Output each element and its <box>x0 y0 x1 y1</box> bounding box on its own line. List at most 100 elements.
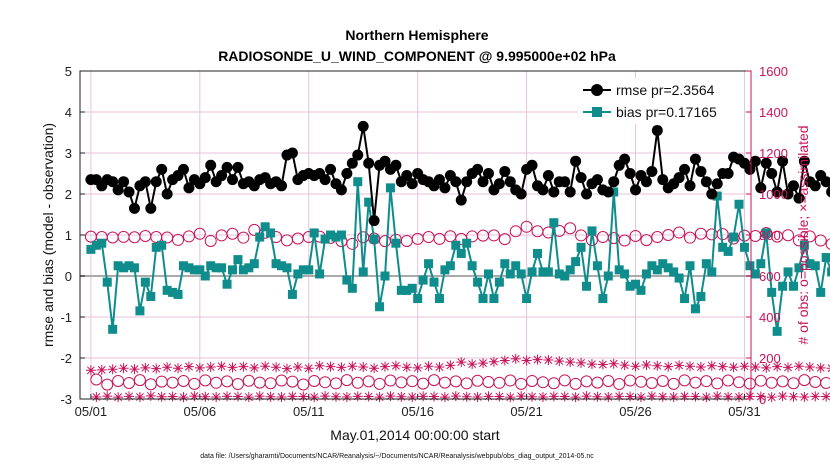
assimilated-obs-point <box>783 362 794 373</box>
possible-obs-point <box>172 233 185 246</box>
possible-obs-point <box>547 377 560 390</box>
rmse-point <box>679 163 691 175</box>
possible-obs-point <box>700 375 713 388</box>
assimilated-obs-point <box>124 391 135 402</box>
bias-point <box>211 263 221 273</box>
bias-point <box>108 324 118 334</box>
possible-obs-point <box>226 227 239 240</box>
possible-obs-point <box>128 231 141 244</box>
possible-obs-point <box>400 234 413 247</box>
assimilated-obs-point <box>320 391 331 402</box>
bias-point <box>500 259 510 269</box>
bias-point <box>690 304 700 314</box>
possible-obs-point <box>749 230 762 243</box>
chart-subtitle: RADIOSONDE_U_WIND_COMPONENT @ 9.995000e+… <box>218 48 616 64</box>
assimilated-obs-point <box>706 360 717 371</box>
assimilated-obs-point <box>608 358 619 369</box>
bias-point <box>326 230 336 240</box>
rmse-point <box>722 168 734 179</box>
possible-obs-point <box>329 377 342 390</box>
possible-obs-point <box>193 227 206 240</box>
assimilated-obs-point <box>483 391 494 402</box>
possible-obs-point <box>580 375 593 388</box>
bias-point <box>794 263 804 273</box>
assimilated-obs-point <box>592 391 603 402</box>
possible-obs-point <box>417 377 430 390</box>
assimilated-obs-point <box>804 362 815 373</box>
possible-obs-point <box>362 375 375 388</box>
bias-point <box>614 265 624 275</box>
possible-obs-point <box>433 232 446 245</box>
y-tick-label-left: 5 <box>65 64 72 79</box>
assimilated-obs-point <box>461 391 472 402</box>
possible-obs-point <box>618 234 631 247</box>
rmse-point <box>205 159 217 171</box>
assimilated-obs-point <box>309 392 320 403</box>
bias-point <box>799 240 809 250</box>
assimilated-obs-point <box>761 362 772 373</box>
bias-point <box>385 183 395 193</box>
bias-point <box>473 277 483 287</box>
assimilated-obs-point <box>750 362 761 373</box>
bias-point <box>734 199 744 209</box>
assimilated-obs-point <box>385 391 396 402</box>
assimilated-obs-point <box>793 361 804 372</box>
possible-obs-point <box>814 234 827 247</box>
possible-obs-point <box>776 375 789 388</box>
bias-point <box>358 267 368 277</box>
assimilated-obs-point <box>619 360 630 371</box>
rmse-point <box>461 176 473 188</box>
rmse-point <box>183 182 195 194</box>
bias-point <box>636 285 646 295</box>
assimilated-obs-point <box>712 391 723 402</box>
bias-point <box>320 234 330 244</box>
bias-point <box>162 285 172 295</box>
rmse-point <box>695 165 707 177</box>
bias-point <box>729 232 739 242</box>
rmse-point <box>450 176 462 188</box>
rmse-point <box>760 157 772 169</box>
possible-obs-point <box>477 229 490 242</box>
bias-point <box>761 228 771 238</box>
bias-point <box>494 277 504 287</box>
bias-point <box>260 222 270 232</box>
rmse-point <box>591 174 603 186</box>
bias-point <box>440 265 450 275</box>
possible-obs-point <box>210 376 223 389</box>
rmse-point <box>341 168 353 179</box>
bias-point <box>129 263 139 273</box>
bias-point <box>271 259 281 269</box>
bias-point <box>712 191 722 201</box>
assimilated-obs-point <box>597 359 608 370</box>
bias-point <box>592 261 602 271</box>
y-axis-label-right: # of obs: o=possible; ×=assimilated <box>795 125 811 344</box>
rmse-point <box>575 172 587 184</box>
possible-obs-point <box>520 220 533 233</box>
bias-point <box>113 261 123 271</box>
assimilated-obs-point <box>243 392 254 403</box>
possible-obs-point <box>678 374 691 387</box>
possible-obs-point <box>471 374 484 387</box>
rmse-point <box>771 186 783 198</box>
assimilated-obs-point <box>407 391 418 402</box>
assimilated-obs-point <box>565 357 576 368</box>
assimilated-obs-point <box>635 392 646 403</box>
rmse-point <box>499 165 511 177</box>
assimilated-obs-point <box>728 362 739 373</box>
assimilated-obs-point <box>826 364 830 373</box>
bias-point <box>135 306 145 316</box>
rmse-point <box>564 186 576 198</box>
assimilated-obs-point <box>200 391 211 402</box>
bias-point <box>282 263 292 273</box>
bias-point <box>140 277 150 287</box>
assimilated-obs-point <box>739 361 750 372</box>
possible-obs-point <box>182 230 195 243</box>
bias-point <box>767 287 777 297</box>
bias-point <box>97 238 107 248</box>
assimilated-obs-point <box>363 391 374 402</box>
assimilated-obs-point <box>695 362 706 373</box>
bias-point <box>707 267 717 277</box>
possible-obs-point <box>384 374 397 387</box>
rmse-point <box>276 180 288 192</box>
assimilated-obs-point <box>766 392 777 403</box>
